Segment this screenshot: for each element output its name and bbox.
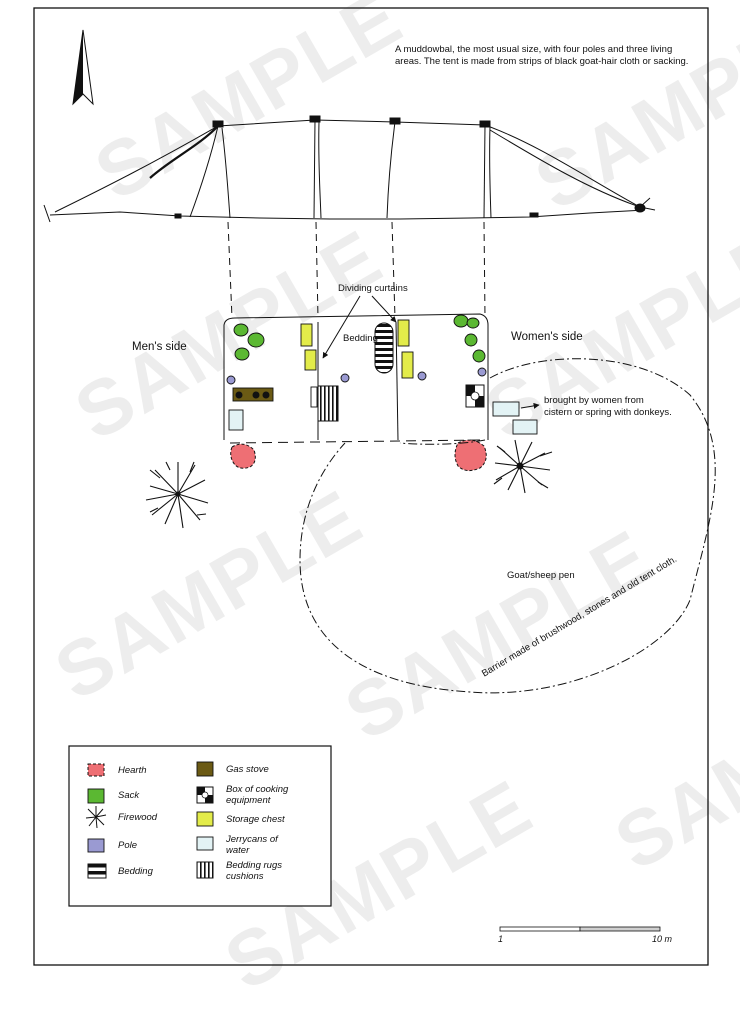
firewood-center	[516, 462, 524, 470]
north-arrow-half	[73, 30, 83, 104]
mens-side-label: Men's side	[132, 341, 187, 353]
pen-label: Goat/sheep pen	[507, 570, 575, 581]
legend-bedding-rugs-label: Bedding rugs cushions	[226, 860, 282, 882]
legend-firewood-label: Firewood	[118, 812, 158, 823]
legend-box-swatch	[196, 786, 214, 804]
water-note-label: brought by women from cistern or spring …	[544, 395, 672, 418]
bedding-rugs	[317, 385, 339, 422]
tent-elevation	[43, 115, 656, 223]
scale-bar	[499, 926, 661, 932]
legend-gas-stove-label: Gas stove	[226, 764, 269, 775]
cushion	[310, 386, 318, 408]
water-arrow	[520, 402, 540, 409]
legend-sack-label: Sack	[118, 790, 140, 801]
pen-barrier	[299, 358, 716, 694]
legend-hearth-swatch	[87, 763, 105, 777]
sacks	[233, 314, 486, 363]
diagram-canvas	[33, 7, 716, 966]
legend-hearth-label: Hearth	[118, 765, 147, 776]
cooking-box	[465, 384, 485, 408]
legend-bedding-rugs-swatch	[196, 861, 214, 879]
projection-lines	[227, 221, 486, 319]
scale-end-label: 10 m	[652, 934, 673, 944]
gas-stove	[232, 387, 274, 402]
ground-line	[49, 209, 646, 220]
womens-side-label: Women's side	[511, 331, 583, 343]
legend-symbols	[85, 761, 214, 879]
scale-start-label: 1	[498, 934, 504, 944]
legend-storage-chest-swatch	[196, 811, 214, 827]
legend-jerrycans-label: Jerrycans of water	[226, 834, 278, 856]
bedding-label: Bedding	[343, 333, 378, 344]
firewood	[145, 439, 553, 529]
legend-sack-swatch	[87, 788, 105, 804]
figure-caption: A muddowbal, the most usual size, with f…	[395, 44, 689, 67]
legend-jerrycan-swatch	[196, 836, 214, 851]
legend-pole-swatch	[87, 838, 105, 853]
poles	[226, 367, 487, 385]
tent-diagram-page: SAMPLE SAMPLE SAMPLE SAMPLE SAMPLE SAMPL…	[33, 0, 740, 1007]
hearths	[230, 439, 487, 472]
curtain-arrow-right	[371, 295, 397, 323]
legend-box-label: Box of cooking equipment	[226, 784, 289, 806]
legend-bedding-label: Bedding	[118, 866, 153, 877]
legend-bedding-swatch	[87, 863, 107, 879]
legend-storage-chest-label: Storage chest	[226, 814, 285, 825]
page-frame	[33, 7, 709, 966]
firewood-center	[175, 491, 181, 497]
storage-chests	[300, 319, 414, 379]
jerrycans	[228, 401, 538, 435]
dividing-curtains-label: Dividing curtains	[338, 283, 408, 294]
legend-gas-stove-swatch	[196, 761, 214, 777]
legend-firewood-swatch	[85, 806, 107, 829]
legend-pole-label: Pole	[118, 840, 138, 851]
curtain-arrow-left	[322, 295, 361, 359]
bedding-roll	[374, 322, 394, 374]
